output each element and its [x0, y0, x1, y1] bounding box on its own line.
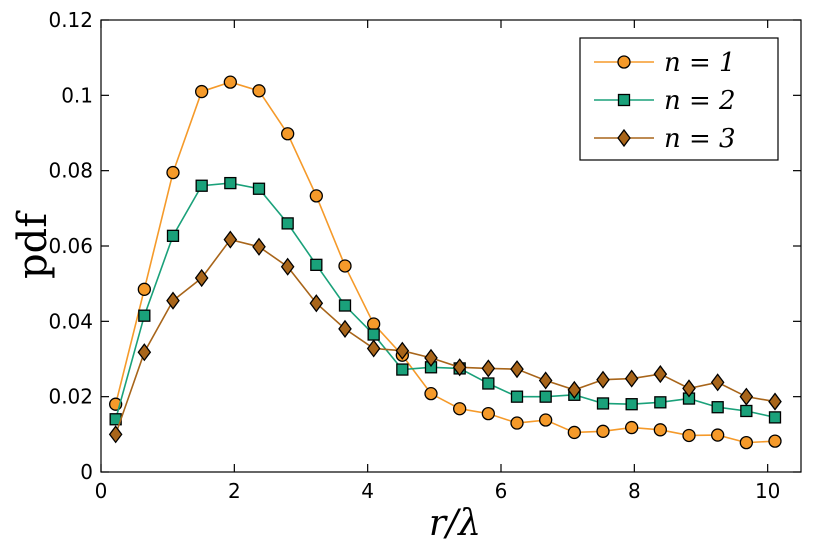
- data-point: [481, 406, 495, 421]
- data-point: [739, 435, 753, 450]
- data-point: [224, 176, 237, 190]
- legend-marker: [617, 55, 631, 69]
- data-point: [654, 396, 667, 409]
- data-point: [510, 360, 524, 379]
- y-axis-label: pdf: [10, 210, 56, 279]
- data-point: [252, 182, 266, 195]
- data-point: [194, 268, 209, 288]
- y-tick-label: 0: [80, 460, 93, 484]
- data-point: [452, 358, 467, 377]
- data-point: [653, 423, 667, 437]
- data-point: [596, 397, 610, 410]
- data-point: [138, 309, 151, 322]
- data-point: [367, 317, 381, 331]
- x-tick-label: 4: [361, 479, 374, 503]
- data-point: [166, 165, 180, 180]
- data-point: [195, 84, 209, 99]
- data-point: [624, 369, 639, 388]
- x-axis: 0 2 4 6 8 10: [95, 20, 780, 503]
- data-point: [137, 343, 152, 362]
- data-point: [424, 348, 438, 367]
- data-point: [510, 390, 524, 403]
- data-point: [309, 294, 324, 313]
- y-tick-label: 0.06: [48, 234, 93, 258]
- data-point: [453, 402, 467, 416]
- y-tick-label: 0.1: [61, 83, 93, 107]
- data-point: [596, 424, 610, 438]
- data-point: [768, 392, 782, 411]
- data-point: [567, 380, 582, 399]
- data-point: [538, 371, 553, 390]
- data-point: [166, 229, 180, 242]
- data-point: [625, 420, 639, 435]
- data-point: [108, 425, 123, 444]
- legend-label: n = 3: [664, 124, 736, 154]
- legend-item: n = 1: [594, 48, 736, 78]
- y-axis: 0 0.02 0.04 0.06 0.08 0.1 0.12: [48, 8, 801, 484]
- legend-marker: [617, 128, 631, 148]
- legend-marker: [617, 93, 631, 107]
- x-tick-label: 0: [95, 479, 108, 503]
- data-point: [596, 370, 610, 389]
- data-point: [395, 341, 410, 360]
- data-point: [710, 373, 725, 392]
- series-layer: [108, 75, 782, 450]
- series-2: [109, 176, 782, 426]
- x-tick-label: 6: [495, 479, 508, 503]
- data-point: [740, 404, 753, 418]
- data-point: [510, 416, 524, 430]
- data-point: [481, 359, 496, 378]
- data-point: [539, 390, 552, 403]
- data-point: [424, 387, 438, 401]
- x-tick-label: 8: [628, 479, 641, 503]
- data-point: [137, 282, 151, 296]
- data-point: [310, 258, 323, 271]
- data-point: [482, 377, 495, 390]
- data-point: [338, 259, 352, 273]
- data-point: [711, 401, 724, 414]
- data-point: [567, 425, 581, 440]
- y-tick-label: 0.04: [48, 309, 93, 333]
- y-tick-label: 0.12: [48, 8, 93, 32]
- data-point: [252, 84, 266, 98]
- legend-item: n = 3: [594, 124, 736, 154]
- data-point: [768, 434, 782, 448]
- data-point: [711, 428, 725, 442]
- data-point: [338, 299, 352, 312]
- data-point: [338, 319, 352, 338]
- series-1: [109, 75, 782, 450]
- data-point: [682, 379, 696, 398]
- legend-label: n = 1: [664, 48, 736, 78]
- data-point: [280, 257, 295, 276]
- x-tick-label: 2: [228, 479, 241, 503]
- x-axis-label: r/λ: [429, 503, 481, 544]
- series-3: [108, 230, 782, 444]
- x-tick-label: 10: [755, 479, 780, 503]
- data-point: [682, 428, 696, 443]
- data-point: [309, 189, 323, 203]
- legend-item: n = 2: [594, 86, 736, 116]
- legend-box: [579, 37, 779, 161]
- data-point: [281, 217, 294, 230]
- data-point: [768, 411, 782, 424]
- data-point: [539, 413, 553, 427]
- legend: n = 1 n = 2 n = 3: [579, 37, 779, 161]
- data-point: [252, 237, 266, 256]
- data-point: [281, 127, 295, 141]
- data-point: [223, 75, 237, 89]
- data-point: [223, 230, 238, 249]
- data-point: [166, 291, 180, 310]
- data-point: [396, 363, 409, 376]
- data-point: [366, 339, 381, 358]
- data-point: [195, 179, 208, 192]
- data-point: [625, 398, 638, 411]
- data-point: [739, 387, 754, 406]
- legend-label: n = 2: [664, 86, 736, 116]
- data-point: [367, 328, 380, 341]
- y-tick-label: 0.08: [48, 159, 93, 183]
- y-tick-label: 0.02: [48, 385, 93, 409]
- data-point: [653, 364, 668, 384]
